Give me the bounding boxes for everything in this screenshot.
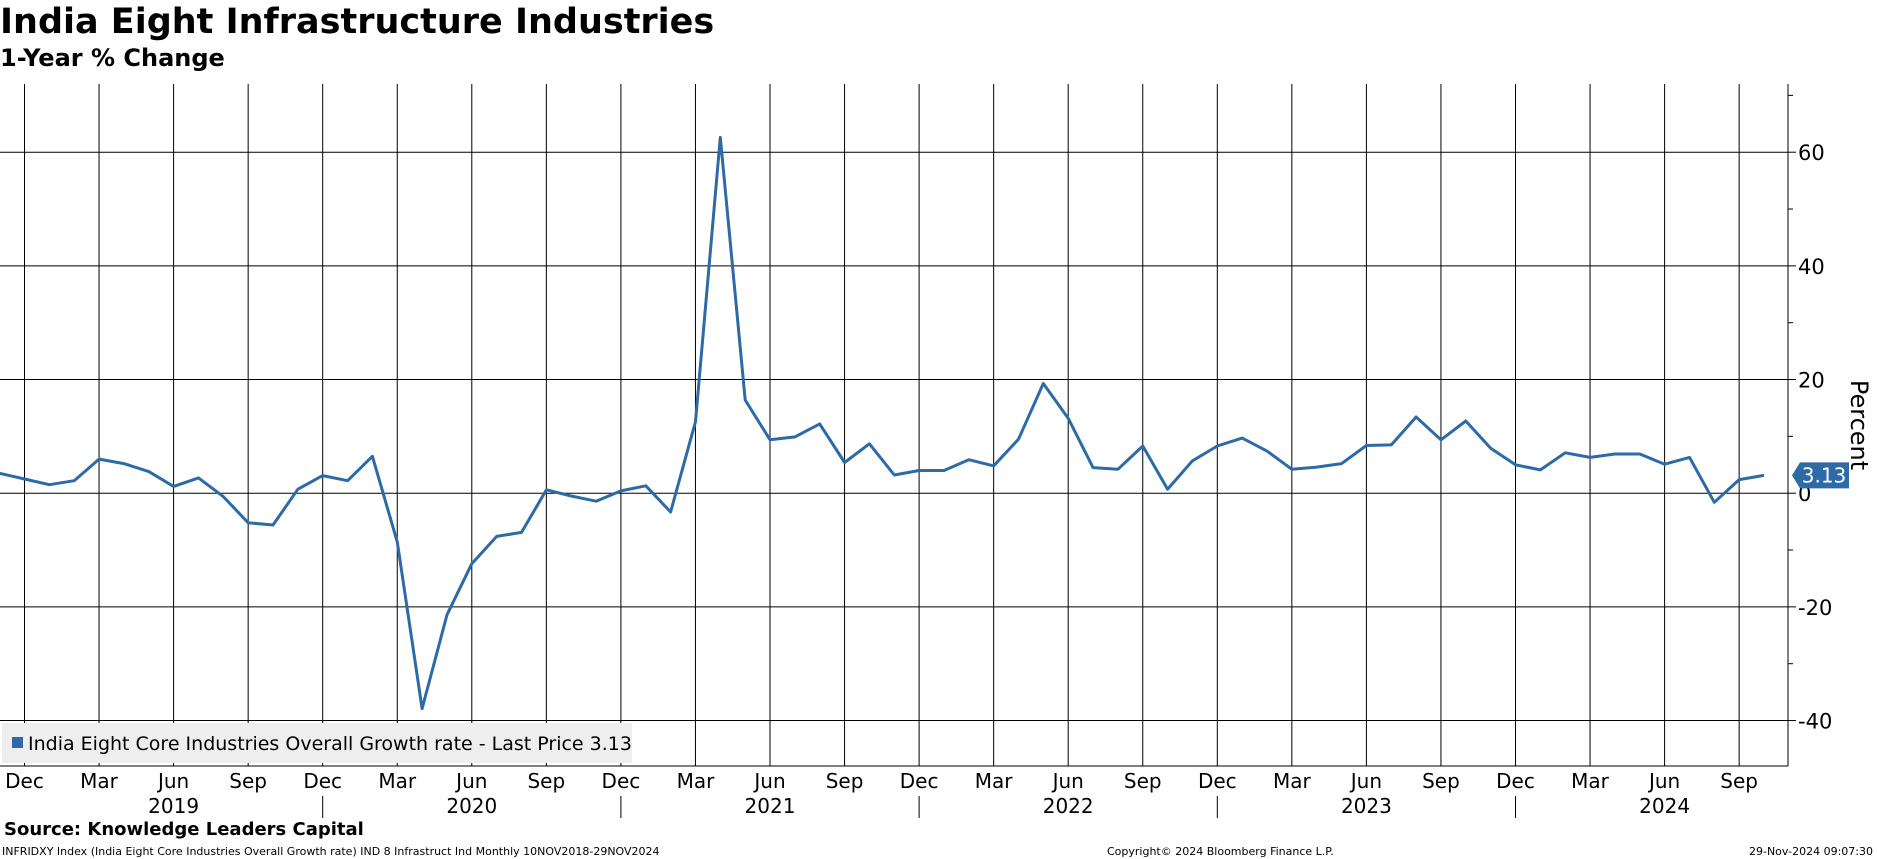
x-tick-label: Mar (975, 769, 1014, 793)
y-axis-label: Percent (1845, 380, 1873, 470)
x-tick-label: Mar (1571, 769, 1610, 793)
x-tick-label: Dec (900, 769, 939, 793)
y-tick-label: 20 (1798, 369, 1825, 393)
x-year-label: 2021 (745, 794, 796, 818)
x-tick-label: Mar (80, 769, 119, 793)
y-tick-label: 40 (1798, 255, 1825, 279)
footer-copyright: Copyright© 2024 Bloomberg Finance L.P. (1107, 845, 1334, 858)
series-line (0, 135, 1765, 711)
x-tick-label: Jun (1647, 769, 1680, 793)
x-year-label: 2019 (148, 794, 199, 818)
x-tick-label: Sep (229, 769, 267, 793)
x-tick-label: Mar (677, 769, 716, 793)
x-tick-label: Dec (602, 769, 641, 793)
x-tick-label: Mar (378, 769, 417, 793)
x-tick-label: Sep (527, 769, 565, 793)
legend-swatch (12, 737, 23, 748)
y-tick-label: -20 (1798, 596, 1832, 620)
x-tick-label: Sep (1124, 769, 1162, 793)
x-tick-label: Dec (5, 769, 44, 793)
x-tick-label: Jun (1051, 769, 1084, 793)
x-year-label: 2022 (1043, 794, 1094, 818)
chart-title: India Eight Infrastructure Industries (0, 2, 715, 42)
legend-label: India Eight Core Industries Overall Grow… (28, 733, 632, 755)
x-year-label: 2023 (1341, 794, 1392, 818)
x-tick-label: Dec (303, 769, 342, 793)
chart-subtitle: 1-Year % Change (0, 44, 225, 72)
legend-background (2, 723, 632, 763)
x-year-label: 2020 (446, 794, 497, 818)
x-tick-label: Sep (1422, 769, 1460, 793)
x-axis: Dec Mar Jun Sep Dec Mar Jun Sep Dec Mar Jun Sep Dec M… (0, 765, 1788, 818)
x-tick-label: Dec (1198, 769, 1237, 793)
x-tick-label: Jun (454, 769, 487, 793)
x-tick-label: Dec (1496, 769, 1535, 793)
x-tick-label: Mar (1273, 769, 1312, 793)
last-value-badge-shape (1792, 462, 1849, 489)
last-value-badge: 3.13 (1792, 462, 1849, 489)
series-layer (0, 135, 1765, 711)
footer-timestamp: 29-Nov-2024 09:07:30 (1748, 845, 1873, 858)
footer-series-info: INFRIDXY Index (India Eight Core Industr… (2, 845, 660, 858)
legend: India Eight Core Industries Overall Grow… (2, 723, 632, 763)
last-value-badge-label: 3.13 (1802, 463, 1847, 487)
x-tick-label: Jun (156, 769, 189, 793)
y-tick-label: -40 (1798, 710, 1832, 734)
source-note: Source: Knowledge Leaders Capital (4, 819, 364, 840)
x-tick-label: Jun (752, 769, 785, 793)
x-tick-label: Jun (1349, 769, 1382, 793)
horizontal-gridlines (0, 151, 1788, 722)
x-year-label: 2024 (1639, 794, 1690, 818)
y-tick-label: 60 (1798, 141, 1825, 165)
vertical-gridlines (24, 84, 1740, 766)
x-tick-label: Sep (1720, 769, 1758, 793)
x-tick-label: Sep (826, 769, 864, 793)
